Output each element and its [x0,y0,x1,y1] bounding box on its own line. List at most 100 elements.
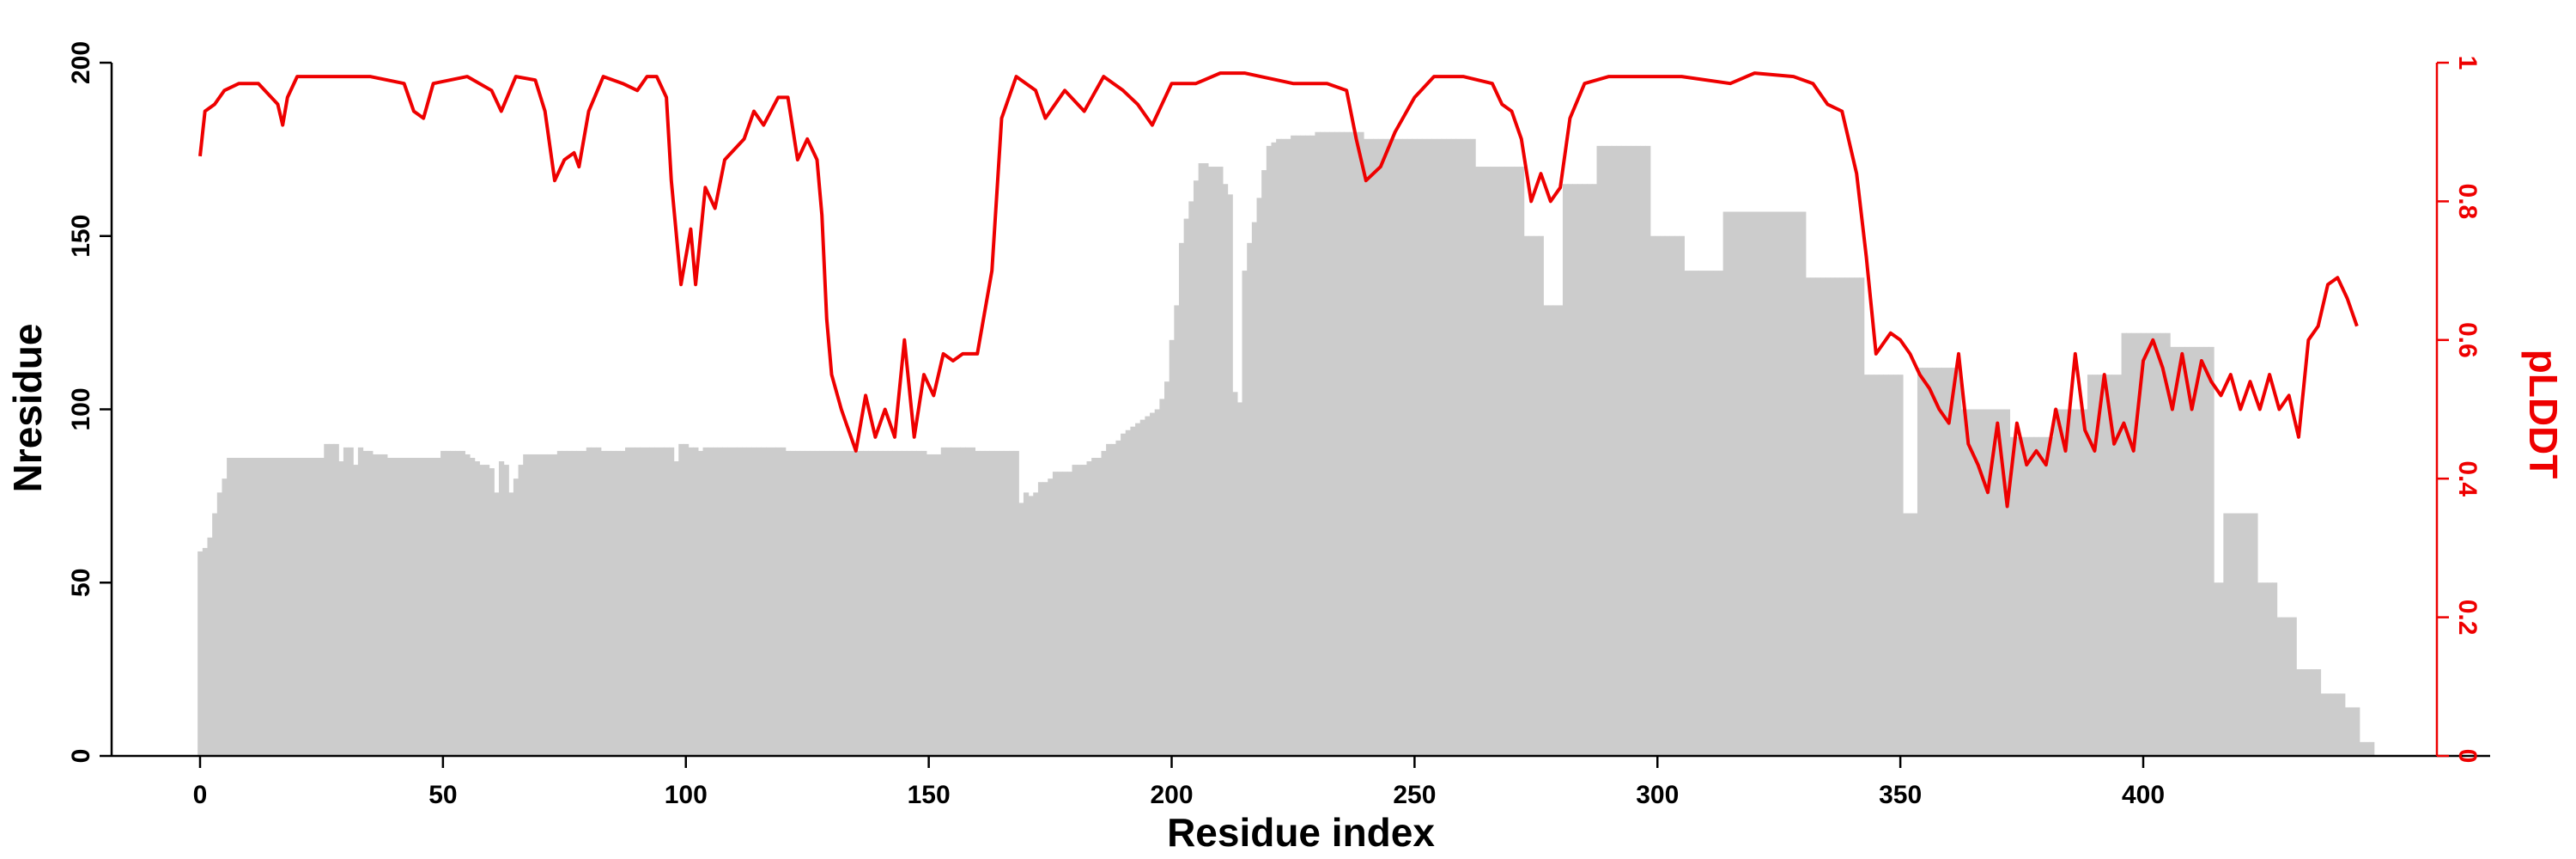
bar [1499,167,1505,757]
bar [1086,461,1092,756]
bar [1004,450,1010,756]
bar [1285,138,1291,756]
bar [1509,167,1515,757]
bar [605,450,611,756]
bar [1956,368,1962,756]
bar [1207,167,1214,757]
bar [1761,211,1768,756]
bar [945,447,951,756]
bar [2262,582,2268,756]
bar [1121,433,1127,756]
bar [1048,478,1054,756]
bar [1291,135,1297,757]
bar [1441,138,1447,756]
x-tick-label: 50 [428,781,457,809]
bar [1261,170,1267,757]
bar [1606,145,1613,757]
x-tick-label: 300 [1636,781,1679,809]
bar [479,465,485,756]
bar [1494,167,1500,757]
x-axis-ticks: 0 50 100 150 200 250 300 350 400 [193,756,2165,809]
bar [2014,436,2020,756]
bar [319,457,325,756]
bar [338,461,344,756]
bar [1902,513,1909,756]
bar [1198,163,1204,756]
bar [732,447,738,756]
bar [1242,271,1248,757]
bar [1776,211,1783,756]
bar [1315,131,1321,756]
bar [1980,409,1986,756]
bar [1975,409,1982,756]
bar [1631,145,1637,757]
bar [2223,513,2229,756]
bar [1689,271,1695,757]
y-left-tick-label: 200 [67,41,95,84]
bar [2214,582,2220,756]
bar [668,447,675,756]
bar [751,447,757,756]
bar [1057,472,1063,756]
bar [2203,346,2209,756]
bar [1339,131,1345,756]
bar [1271,142,1277,757]
bar [494,492,500,756]
bar [372,454,379,756]
bar [1931,368,1938,756]
bar [746,447,752,756]
bar [722,447,728,756]
bar [1130,426,1136,756]
bar [1320,131,1326,756]
bar [1465,138,1472,756]
bar [518,465,524,756]
y-right-tick-label: 0.8 [2453,184,2482,220]
bar [653,447,660,756]
bar [712,447,719,756]
bar [853,450,860,756]
bar [1247,242,1253,756]
bar [799,450,805,756]
y-right-tick-label: 0.6 [2453,322,2482,358]
bar [1582,184,1588,757]
bar [2141,332,2147,756]
bar [1801,211,1807,756]
bar [1392,138,1399,756]
bar [2247,513,2253,756]
bar [975,450,981,756]
bar [1305,135,1311,757]
bar [256,457,262,756]
bar [2286,617,2293,756]
bar [1965,409,1971,756]
bar [2184,346,2190,756]
bar [1519,167,1525,757]
bar [1256,198,1262,756]
bar [965,447,971,756]
bar [2340,693,2346,756]
bar [2199,346,2205,756]
bar [1922,368,1928,756]
bar [2291,617,2297,756]
bar [1766,211,1772,756]
bar [1655,235,1661,756]
bar [1125,430,1132,756]
bar [483,465,490,756]
bar [1470,138,1476,756]
bar [1538,235,1544,756]
bar [926,454,933,756]
bar [600,450,606,756]
bar [2082,409,2088,756]
bar [858,450,864,756]
bar [838,450,845,756]
x-tick-label: 350 [1879,781,1922,809]
bar [1713,271,1719,757]
bar [1150,412,1156,756]
bar [1023,492,1030,756]
bar [207,537,213,756]
bar [770,447,777,756]
bar [1164,381,1170,756]
bar [1028,496,1034,757]
bar [2300,669,2307,757]
bar [2320,693,2326,756]
bar [406,457,412,756]
